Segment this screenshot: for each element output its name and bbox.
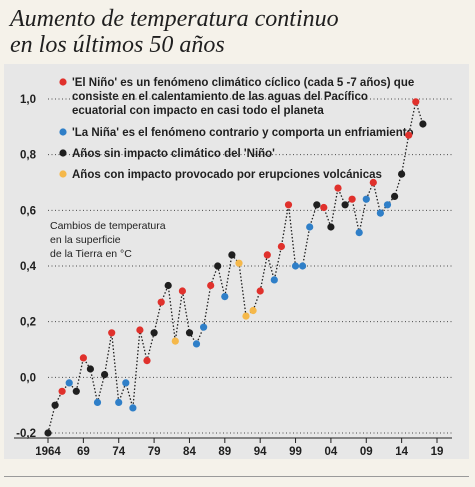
data-point-2013	[391, 192, 399, 200]
x-tick-label: 84	[183, 446, 196, 458]
data-point-1991	[235, 259, 243, 267]
x-tick-label: 09	[360, 446, 373, 458]
data-point-1970	[86, 365, 94, 373]
x-tick-label: 79	[148, 446, 161, 458]
data-point-2003	[320, 203, 328, 212]
data-point-1986	[200, 323, 208, 331]
x-tick-label: 99	[289, 446, 302, 458]
data-point-2011	[376, 209, 384, 217]
data-point-1997	[277, 242, 285, 251]
x-tick-label: 19	[431, 446, 444, 458]
data-point-1998	[284, 201, 293, 209]
data-point-1999	[291, 262, 300, 270]
y-axis-title-line-2: en la superficie	[50, 234, 121, 246]
data-point-1993	[249, 306, 257, 315]
data-point-1964	[44, 429, 52, 437]
legend-marker-nina	[59, 128, 67, 136]
data-point-2004	[327, 223, 335, 231]
data-point-1979	[150, 329, 158, 337]
data-point-2015	[405, 131, 413, 139]
legend-nino-line-3: ecuatorial con impacto en casi todo el p…	[72, 105, 324, 117]
data-point-2007	[348, 195, 356, 203]
data-point-1982	[171, 337, 179, 345]
legend-nino-line-1: 'El Niño' es un fenómeno climático cícli…	[72, 77, 414, 89]
axis-layer: -0,2 0,0 0,2 0,4 0,6 0,8 1,0 1964 69 74 79 84 89 94 99…	[14, 94, 452, 458]
bottom-divider	[4, 476, 469, 477]
data-point-1966	[58, 387, 66, 395]
x-tick-label: 74	[112, 446, 125, 458]
data-point-2016	[412, 98, 420, 106]
data-point-1980	[157, 298, 165, 306]
chart-title-line-2: en los últimos 50 años	[10, 32, 225, 58]
y-tick-label: 0,2	[20, 317, 36, 329]
data-point-1994	[256, 287, 264, 295]
x-tick-label: 04	[325, 446, 338, 458]
data-point-1990	[228, 251, 236, 259]
x-tick-label: 69	[77, 446, 90, 458]
y-tick-label: 0,0	[20, 372, 36, 384]
data-point-2009	[362, 195, 370, 203]
legend-marker-volcanic	[59, 170, 67, 178]
data-points	[44, 98, 427, 437]
data-point-1969	[79, 354, 87, 362]
data-point-1992	[242, 312, 250, 320]
data-point-1975	[122, 379, 130, 387]
data-point-1965	[51, 401, 59, 409]
data-point-2014	[398, 170, 406, 178]
y-axis-title-line-1: Cambios de temperatura	[50, 220, 166, 232]
data-point-2008	[355, 229, 363, 237]
data-point-1981	[164, 281, 172, 290]
x-tick-label: 1964	[35, 446, 61, 458]
legend-neutral: Años sin impacto climático del 'Niño'	[72, 148, 275, 160]
data-point-1977	[136, 326, 144, 334]
data-point-2006	[341, 201, 349, 209]
data-point-1967	[65, 379, 73, 387]
x-tick-label: 94	[254, 446, 267, 458]
chart-legend: 'El Niño' es un fenómeno climático cícli…	[59, 77, 414, 181]
y-axis-title: Cambios de temperatura en la superficie …	[50, 220, 166, 260]
data-point-2017	[419, 120, 427, 128]
data-point-2005	[334, 184, 342, 192]
data-point-2000	[299, 262, 307, 270]
data-point-1973	[108, 329, 116, 337]
y-tick-label: 0,4	[20, 261, 37, 273]
x-tick-label: 89	[218, 446, 231, 458]
data-point-1995	[263, 251, 271, 259]
data-point-2002	[313, 201, 321, 209]
data-point-1968	[72, 387, 80, 395]
legend-marker-neutral	[59, 149, 67, 157]
data-point-1972	[101, 371, 109, 379]
data-point-1974	[115, 398, 123, 406]
y-tick-label: -0,2	[16, 428, 36, 440]
legend-marker-nino	[59, 78, 67, 86]
x-tick-label: 14	[395, 446, 408, 458]
data-point-1983	[178, 287, 186, 295]
data-point-2012	[383, 201, 392, 209]
chart-title-line-1: Aumento de temperatura continuo	[10, 6, 339, 32]
data-point-1976	[129, 404, 137, 412]
data-point-2010	[369, 178, 377, 187]
data-point-1988	[214, 262, 222, 270]
data-point-1984	[185, 329, 194, 337]
data-point-1985	[192, 340, 201, 348]
y-tick-label: 0,6	[20, 205, 36, 217]
legend-nino-line-2: consiste en el calentamiento de las agua…	[72, 91, 368, 103]
y-tick-label: 1,0	[20, 94, 36, 106]
y-axis-title-line-3: de la Tierra en °C	[50, 248, 132, 260]
legend-nina: 'La Niña' es el fenómeno contrario y com…	[72, 127, 414, 139]
data-point-1996	[270, 276, 278, 284]
chart-title: Aumento de temperatura continuo en los ú…	[10, 6, 470, 58]
data-point-1987	[207, 281, 215, 290]
grid-layer	[48, 98, 452, 434]
data-point-1989	[221, 293, 229, 301]
data-point-1971	[93, 398, 102, 406]
legend-volcanic: Años con impacto provocado por erupcione…	[72, 169, 382, 181]
y-tick-label: 0,8	[20, 150, 37, 162]
data-point-2001	[306, 223, 314, 231]
data-point-1978	[143, 357, 151, 365]
